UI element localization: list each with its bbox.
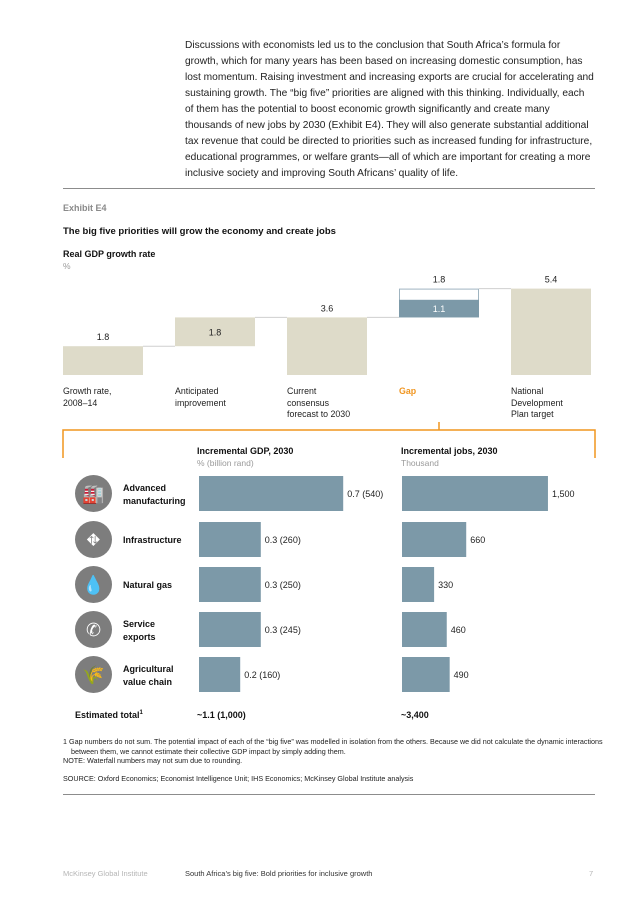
- jobs-bar-3: [402, 612, 447, 647]
- waterfall-bar-2: [287, 317, 367, 375]
- waterfall-value-label-2: 3.6: [321, 303, 334, 313]
- waterfall-unit: %: [63, 261, 71, 271]
- factory-icon: 🏭: [75, 475, 112, 512]
- footer-title: South Africa’s big five: Bold priorities…: [185, 869, 373, 878]
- jobs-bar-1: [402, 522, 467, 557]
- jobs-column-unit: Thousand: [401, 458, 439, 468]
- gas-drop-icon: 💧: [75, 566, 112, 603]
- jobs-value-label-3: 460: [451, 625, 466, 635]
- jobs-value-label-0: 1,500: [552, 489, 575, 499]
- waterfall-bar-gap-inner: [399, 299, 479, 318]
- gdp-value-label-1: 0.3 (260): [265, 535, 301, 545]
- road-icon: ⛖: [75, 521, 112, 558]
- exhibit-label: Exhibit E4: [63, 203, 107, 213]
- footnote-note: NOTE: Waterfall numbers may not sum due …: [63, 756, 243, 765]
- jobs-bar-2: [402, 567, 435, 602]
- priority-label-natural-gas: Natural gas: [123, 580, 173, 590]
- gdp-bar-2: [199, 567, 261, 602]
- waterfall-category-4: National Development Plan target: [511, 386, 563, 419]
- footnote-1: 1 Gap numbers do not sum. The potential …: [63, 737, 603, 756]
- gdp-value-label-2: 0.3 (250): [265, 580, 301, 590]
- gdp-total: ~1.1 (1,000): [197, 710, 246, 720]
- waterfall-category-1: Anticipated improvement: [175, 386, 226, 408]
- jobs-value-label-1: 660: [470, 535, 485, 545]
- gdp-value-label-3: 0.3 (245): [265, 625, 301, 635]
- bottom-rule: [63, 794, 595, 795]
- phone-tools-icon: ✆: [75, 611, 112, 648]
- gdp-column-unit: % (billion rand): [197, 458, 254, 468]
- gdp-bar-4: [199, 657, 241, 692]
- estimated-total-label: Estimated total1: [75, 710, 143, 720]
- priority-label-service-exports: Service exports: [123, 619, 156, 642]
- footer-publisher: McKinsey Global Institute: [63, 869, 148, 878]
- priority-label-agricultural-value-chain: Agricultural value chain: [123, 664, 174, 687]
- waterfall-value-label-3: 1.8: [433, 275, 446, 285]
- jobs-total: ~3,400: [401, 710, 429, 720]
- gdp-value-label-0: 0.7 (540): [347, 489, 383, 499]
- waterfall-bar-4: [511, 288, 591, 375]
- waterfall-value-label-0: 1.8: [97, 332, 110, 342]
- waterfall-value-label-4: 5.4: [545, 275, 558, 285]
- jobs-value-label-2: 330: [438, 580, 453, 590]
- gdp-bar-3: [199, 612, 261, 647]
- footer-page-number: 7: [589, 869, 594, 878]
- waterfall-bar-1: [175, 317, 255, 347]
- jobs-column-title: Incremental jobs, 2030: [401, 446, 498, 456]
- waterfall-category-3: Gap: [399, 386, 417, 396]
- gap-bracket: [62, 429, 596, 458]
- waterfall-title: Real GDP growth rate: [63, 249, 156, 259]
- jobs-value-label-4: 490: [454, 670, 469, 680]
- gdp-bar-0: [199, 476, 344, 511]
- intro-paragraph: Discussions with economists led us to th…: [185, 40, 594, 179]
- waterfall-gap-inner-label: 1.1: [433, 304, 446, 314]
- gdp-column-title: Incremental GDP, 2030: [197, 446, 294, 456]
- gdp-value-label-4: 0.2 (160): [244, 670, 280, 680]
- jobs-bar-0: [402, 476, 548, 511]
- top-rule: [63, 188, 595, 189]
- source-note: SOURCE: Oxford Economics; Economist Inte…: [63, 774, 414, 783]
- priority-label-infrastructure: Infrastructure: [123, 535, 182, 545]
- exhibit-title: The big five priorities will grow the ec…: [63, 226, 336, 237]
- waterfall-category-2: Current consensus forecast to 2030: [287, 386, 351, 419]
- gdp-bar-1: [199, 522, 261, 557]
- jobs-bar-4: [402, 657, 450, 692]
- waterfall-value-label-1: 1.8: [209, 327, 222, 337]
- priority-label-advanced-manufacturing: Advanced manufacturing: [123, 483, 186, 506]
- wheat-icon: 🌾: [75, 656, 112, 693]
- waterfall-category-0: Growth rate, 2008–14: [63, 386, 112, 408]
- waterfall-bar-0: [63, 346, 143, 375]
